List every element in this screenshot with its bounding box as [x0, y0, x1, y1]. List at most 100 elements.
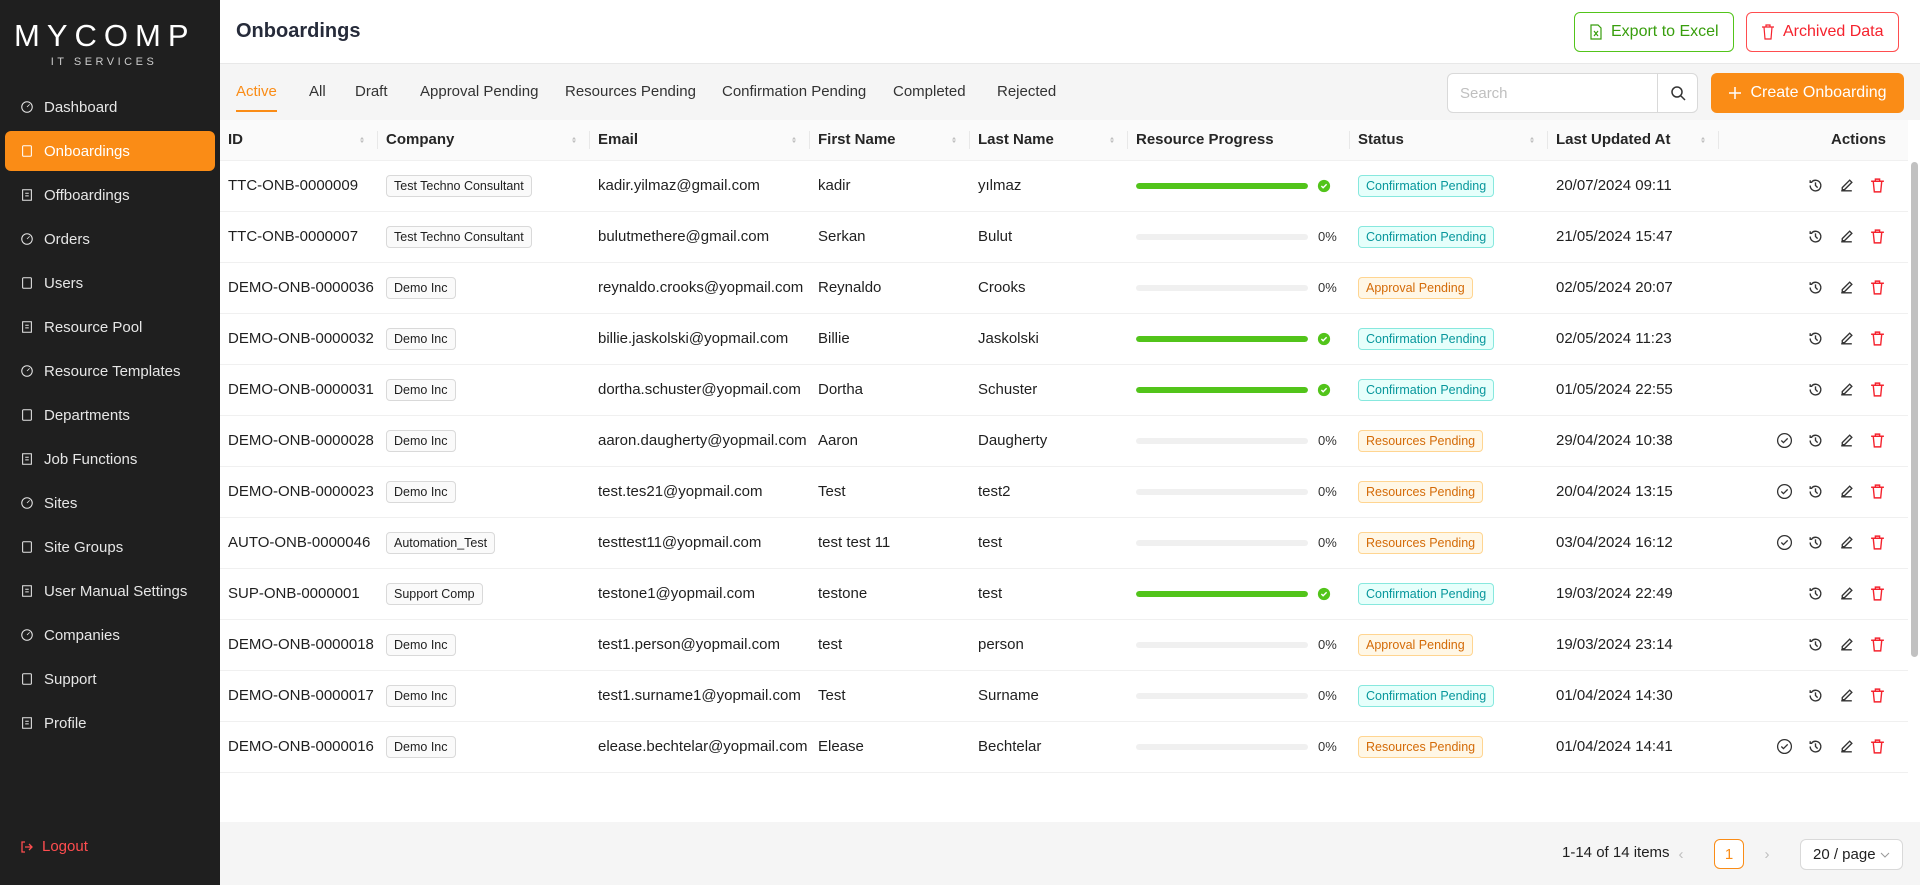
search-button[interactable]: [1657, 74, 1697, 112]
table-row[interactable]: DEMO-ONB-0000018 Demo Inc test1.person@yop…: [220, 619, 1908, 671]
progress: 0%: [1136, 277, 1342, 299]
history-action[interactable]: [1807, 738, 1824, 755]
edit-action[interactable]: [1838, 228, 1855, 245]
create-button[interactable]: Create Onboarding: [1711, 73, 1904, 113]
nav-item[interactable]: Resource Pool: [5, 307, 215, 347]
delete-action[interactable]: [1869, 381, 1886, 398]
sort-icon[interactable]: [570, 134, 578, 146]
table-row[interactable]: DEMO-ONB-0000032 Demo Inc billie.jaskolski…: [220, 313, 1908, 365]
confirm-action[interactable]: [1776, 738, 1793, 755]
nav-item[interactable]: Departments: [5, 395, 215, 435]
page-size[interactable]: 20 / page: [1800, 839, 1903, 870]
delete-action[interactable]: [1869, 687, 1886, 704]
history-action[interactable]: [1807, 687, 1824, 704]
nav-item[interactable]: Offboardings: [5, 175, 215, 215]
table-row[interactable]: AUTO-ONB-0000046 Automation_Test testtest1…: [220, 517, 1908, 569]
tab[interactable]: Rejected: [997, 83, 1057, 100]
edit-action[interactable]: [1838, 585, 1855, 602]
delete-action[interactable]: [1869, 432, 1886, 449]
table-row[interactable]: SUP-ONB-0000001 Support Comp testone1@yopm…: [220, 568, 1908, 620]
edit-action[interactable]: [1838, 177, 1855, 194]
archived-button[interactable]: Archived Data: [1746, 12, 1899, 52]
edit-action[interactable]: [1838, 636, 1855, 653]
sort-icon[interactable]: [358, 134, 366, 146]
progress: [1136, 379, 1342, 401]
nav-item[interactable]: Site Groups: [5, 527, 215, 567]
table-row[interactable]: DEMO-ONB-0000031 Demo Inc dortha.schuster@…: [220, 364, 1908, 416]
edit-action[interactable]: [1838, 483, 1855, 500]
table-row[interactable]: TTC-ONB-0000007 Test Techno Consultant bul…: [220, 211, 1908, 263]
nav-item[interactable]: Orders: [5, 219, 215, 259]
table-row[interactable]: DEMO-ONB-0000023 Demo Inc test.tes21@yopma…: [220, 466, 1908, 518]
nav-item[interactable]: Support: [5, 659, 215, 699]
nav-item[interactable]: User Manual Settings: [5, 571, 215, 611]
table-row[interactable]: DEMO-ONB-0000016 Demo Inc elease.bechtelar…: [220, 721, 1908, 773]
delete-action[interactable]: [1869, 636, 1886, 653]
delete-action[interactable]: [1869, 738, 1886, 755]
history-action[interactable]: [1807, 534, 1824, 551]
nav-item[interactable]: Companies: [5, 615, 215, 655]
nav-item[interactable]: Resource Templates: [5, 351, 215, 391]
tab[interactable]: Approval Pending: [420, 83, 539, 100]
table-row[interactable]: DEMO-ONB-0000017 Demo Inc test1.surname1@y…: [220, 670, 1908, 722]
prev-page[interactable]: ‹: [1678, 845, 1684, 863]
sort-icon[interactable]: [1108, 134, 1116, 146]
tab[interactable]: Draft: [355, 83, 388, 100]
confirm-action[interactable]: [1776, 432, 1793, 449]
nav-item[interactable]: Sites: [5, 483, 215, 523]
icon-part: [22, 453, 32, 465]
export-button[interactable]: Export to Excel: [1574, 12, 1734, 52]
nav-item[interactable]: Onboardings: [5, 131, 215, 171]
history-action[interactable]: [1807, 381, 1824, 398]
confirm-action[interactable]: [1776, 483, 1793, 500]
history-action[interactable]: [1807, 228, 1824, 245]
history-action[interactable]: [1807, 177, 1824, 194]
edit-action[interactable]: [1838, 432, 1855, 449]
next-page[interactable]: ›: [1764, 845, 1770, 863]
sort-icon[interactable]: [1528, 134, 1536, 146]
sort-icon[interactable]: [950, 134, 958, 146]
nav-item[interactable]: Profile: [5, 703, 215, 743]
history-action[interactable]: [1807, 432, 1824, 449]
tab[interactable]: All: [309, 83, 326, 100]
delete-action[interactable]: [1869, 585, 1886, 602]
sort-icon[interactable]: [790, 134, 798, 146]
delete-action[interactable]: [1869, 177, 1886, 194]
history-action[interactable]: [1807, 636, 1824, 653]
search-box[interactable]: Search: [1447, 73, 1698, 113]
edit-action[interactable]: [1838, 738, 1855, 755]
sort-icon[interactable]: [1699, 134, 1707, 146]
tab[interactable]: Active: [236, 83, 277, 112]
history-action[interactable]: [1807, 585, 1824, 602]
delete-action[interactable]: [1869, 228, 1886, 245]
delete-action[interactable]: [1869, 279, 1886, 296]
nav-item[interactable]: Dashboard: [5, 87, 215, 127]
edit-action[interactable]: [1838, 687, 1855, 704]
delete-action[interactable]: [1869, 483, 1886, 500]
edit-action[interactable]: [1838, 330, 1855, 347]
cell-last-name: Daugherty: [970, 415, 1128, 467]
table-row[interactable]: TTC-ONB-0000009 Test Techno Consultant kad…: [220, 160, 1908, 212]
edit-action[interactable]: [1838, 534, 1855, 551]
delete-action[interactable]: [1869, 534, 1886, 551]
history-action[interactable]: [1807, 279, 1824, 296]
tab[interactable]: Resources Pending: [565, 83, 696, 100]
tab[interactable]: Completed: [893, 83, 966, 100]
history-action[interactable]: [1807, 330, 1824, 347]
cell-company: Demo Inc: [378, 313, 590, 365]
nav-icon: [22, 717, 32, 729]
delete-action[interactable]: [1869, 330, 1886, 347]
edit-action[interactable]: [1838, 381, 1855, 398]
edit-action[interactable]: [1838, 279, 1855, 296]
scrollbar[interactable]: [1911, 162, 1918, 657]
logout[interactable]: Logout: [20, 838, 88, 855]
nav-item[interactable]: Job Functions: [5, 439, 215, 479]
progress: 0%: [1136, 634, 1342, 656]
table-row[interactable]: DEMO-ONB-0000036 Demo Inc reynaldo.crooks@…: [220, 262, 1908, 314]
history-action[interactable]: [1807, 483, 1824, 500]
confirm-action[interactable]: [1776, 534, 1793, 551]
nav-item[interactable]: Users: [5, 263, 215, 303]
tab[interactable]: Confirmation Pending: [722, 83, 867, 100]
page-number[interactable]: 1: [1714, 839, 1744, 869]
table-row[interactable]: DEMO-ONB-0000028 Demo Inc aaron.daugherty@…: [220, 415, 1908, 467]
